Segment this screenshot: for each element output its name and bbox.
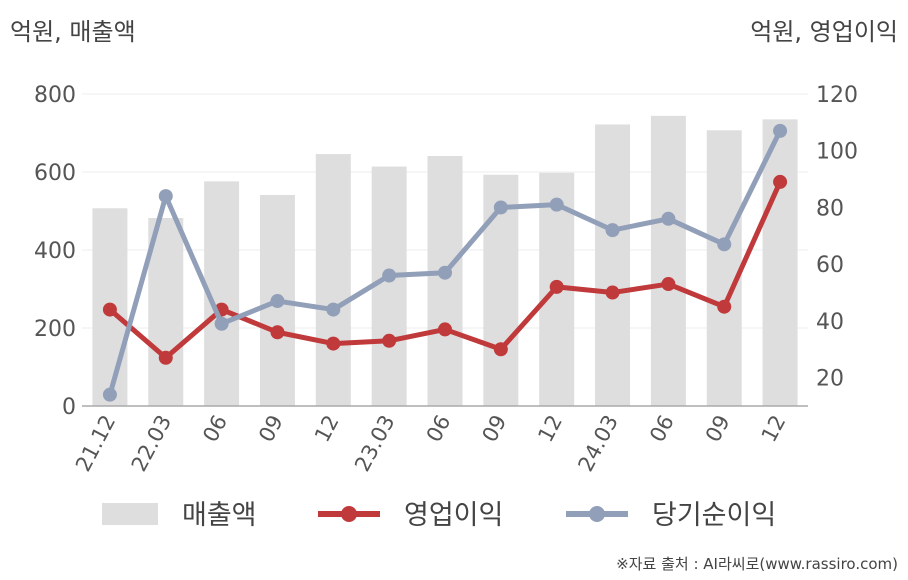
point-operating-profit [493, 342, 508, 357]
point-net-income [214, 316, 229, 331]
point-operating-profit [773, 174, 788, 189]
point-operating-profit [661, 277, 676, 292]
x-tick-label: 22.03 [127, 411, 176, 475]
point-net-income [270, 294, 285, 309]
legend-label-revenue: 매출액 [182, 500, 257, 531]
bar-revenue [762, 119, 798, 406]
point-net-income [326, 302, 341, 317]
point-net-income [717, 237, 732, 252]
point-operating-profit [605, 285, 620, 300]
legend-label-net-income: 당기순이익 [652, 500, 776, 531]
x-tick-label: 06 [422, 411, 456, 446]
x-tick-label: 21.12 [71, 411, 120, 475]
y-left-tick-label: 800 [34, 83, 76, 108]
point-operating-profit [270, 325, 285, 340]
bar-revenue [427, 156, 463, 406]
right-axis-unit: 억원, 영업이익 [750, 18, 898, 46]
point-net-income [493, 200, 508, 215]
bar-revenue [595, 124, 631, 407]
point-net-income [549, 197, 564, 212]
point-operating-profit [326, 336, 341, 351]
y-left-tick-label: 600 [34, 161, 76, 186]
point-operating-profit [382, 333, 397, 348]
x-tick-label: 09 [478, 411, 512, 446]
point-net-income [438, 265, 452, 280]
x-tick-label: 12 [533, 411, 567, 446]
y-right-tick-label: 40 [816, 310, 844, 335]
x-tick-label: 12 [757, 411, 791, 446]
y-right-tick-label: 120 [816, 83, 858, 108]
x-tick-label: 24.03 [574, 411, 623, 475]
y-right-tick-label: 80 [816, 196, 844, 221]
x-tick-label: 06 [198, 411, 232, 446]
point-operating-profit [438, 322, 452, 337]
x-tick-label: 09 [254, 411, 288, 446]
legend-swatch-revenue [102, 503, 158, 525]
bar-revenue [706, 130, 742, 406]
x-tick-label: 12 [310, 411, 344, 446]
source-note: ※자료 출처 : AI라씨로(www.rassiro.com) [616, 555, 898, 573]
bar-revenue [650, 115, 686, 406]
y-left-tick-label: 0 [62, 395, 76, 420]
bar-revenue [148, 218, 184, 406]
y-right-tick-label: 100 [816, 140, 858, 165]
point-operating-profit [158, 350, 173, 365]
point-net-income [661, 211, 676, 226]
legend-marker-operating-profit [341, 506, 357, 522]
point-net-income [382, 268, 397, 283]
x-tick-label: 09 [701, 411, 735, 446]
point-net-income [102, 387, 117, 402]
point-operating-profit [102, 302, 117, 317]
y-left-tick-label: 400 [34, 239, 76, 264]
point-net-income [158, 189, 173, 204]
left-axis-unit: 억원, 매출액 [10, 18, 136, 46]
legend-marker-net-income [589, 506, 605, 522]
bar-revenue [315, 154, 351, 406]
point-net-income [773, 123, 788, 138]
y-left-tick-label: 200 [34, 317, 76, 342]
y-right-tick-label: 60 [816, 253, 844, 278]
point-net-income [605, 223, 620, 238]
legend-label-operating-profit: 영업이익 [404, 500, 503, 531]
bar-revenue [371, 166, 407, 406]
point-operating-profit [549, 279, 564, 294]
point-operating-profit [717, 299, 732, 314]
x-tick-label: 06 [645, 411, 679, 446]
x-tick-label: 23.03 [350, 411, 399, 475]
y-right-tick-label: 20 [816, 367, 844, 392]
